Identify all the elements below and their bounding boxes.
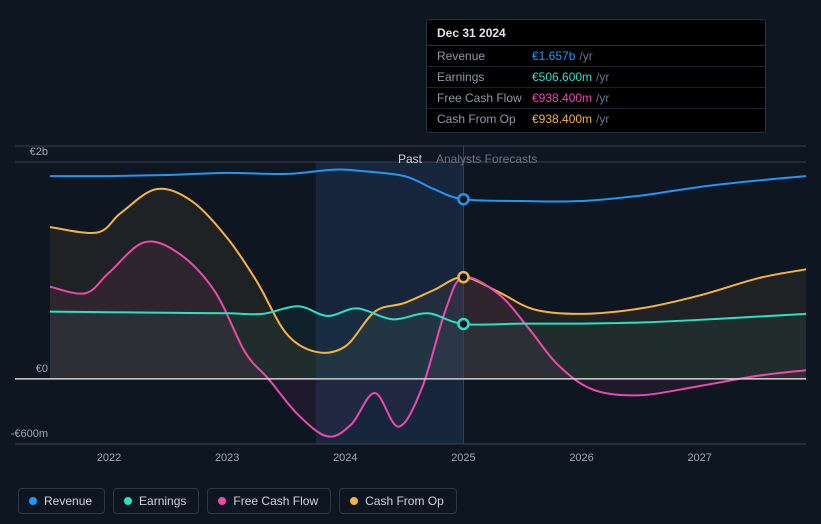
tooltip-row-label: Free Cash Flow xyxy=(437,91,532,105)
tooltip-date: Dec 31 2024 xyxy=(427,20,765,46)
x-axis-label: 2027 xyxy=(680,452,720,464)
tooltip-row-value: €938.400m xyxy=(532,112,592,126)
tooltip-row-unit: /yr xyxy=(596,91,609,105)
x-axis-label: 2025 xyxy=(443,452,483,464)
tooltip-row: Earnings€506.600m/yr xyxy=(427,67,765,88)
x-axis-label: 2026 xyxy=(562,452,602,464)
tooltip-row-value: €938.400m xyxy=(532,91,592,105)
legend-item[interactable]: Cash From Op xyxy=(339,488,457,514)
legend-label: Free Cash Flow xyxy=(233,494,318,508)
tooltip-row-value: €1.657b xyxy=(532,49,575,63)
y-axis-label: €2b xyxy=(0,146,48,158)
legend-dot xyxy=(350,497,358,505)
legend-item[interactable]: Revenue xyxy=(18,488,105,514)
legend-label: Cash From Op xyxy=(365,494,444,508)
x-axis-label: 2022 xyxy=(89,452,129,464)
tooltip-row-unit: /yr xyxy=(596,112,609,126)
legend-item[interactable]: Earnings xyxy=(113,488,199,514)
tooltip-row-label: Revenue xyxy=(437,49,532,63)
tooltip-row-value: €506.600m xyxy=(532,70,592,84)
section-label-forecast: Analysts Forecasts xyxy=(436,152,537,166)
financials-chart: €2b €0 -€600m 2022 2023 2024 2025 2026 2027 Pas… xyxy=(0,0,821,524)
tooltip-row: Free Cash Flow€938.400m/yr xyxy=(427,88,765,109)
chart-legend: Revenue Earnings Free Cash Flow Cash From O… xyxy=(18,488,457,514)
tooltip-row-label: Earnings xyxy=(437,70,532,84)
legend-dot xyxy=(218,497,226,505)
legend-label: Earnings xyxy=(139,494,186,508)
section-label-past: Past xyxy=(398,152,422,166)
legend-label: Revenue xyxy=(44,494,92,508)
legend-dot xyxy=(29,497,37,505)
tooltip-row: Cash From Op€938.400m/yr xyxy=(427,109,765,132)
x-axis-label: 2024 xyxy=(325,452,365,464)
legend-dot xyxy=(124,497,132,505)
y-axis-label: €0 xyxy=(0,363,48,375)
legend-item[interactable]: Free Cash Flow xyxy=(207,488,331,514)
y-axis-label: -€600m xyxy=(0,428,48,440)
chart-tooltip: Dec 31 2024 Revenue€1.657b/yrEarnings€50… xyxy=(426,19,766,133)
tooltip-row-unit: /yr xyxy=(596,70,609,84)
tooltip-row-label: Cash From Op xyxy=(437,112,532,126)
tooltip-row-unit: /yr xyxy=(579,49,592,63)
tooltip-row: Revenue€1.657b/yr xyxy=(427,46,765,67)
x-axis-label: 2023 xyxy=(207,452,247,464)
